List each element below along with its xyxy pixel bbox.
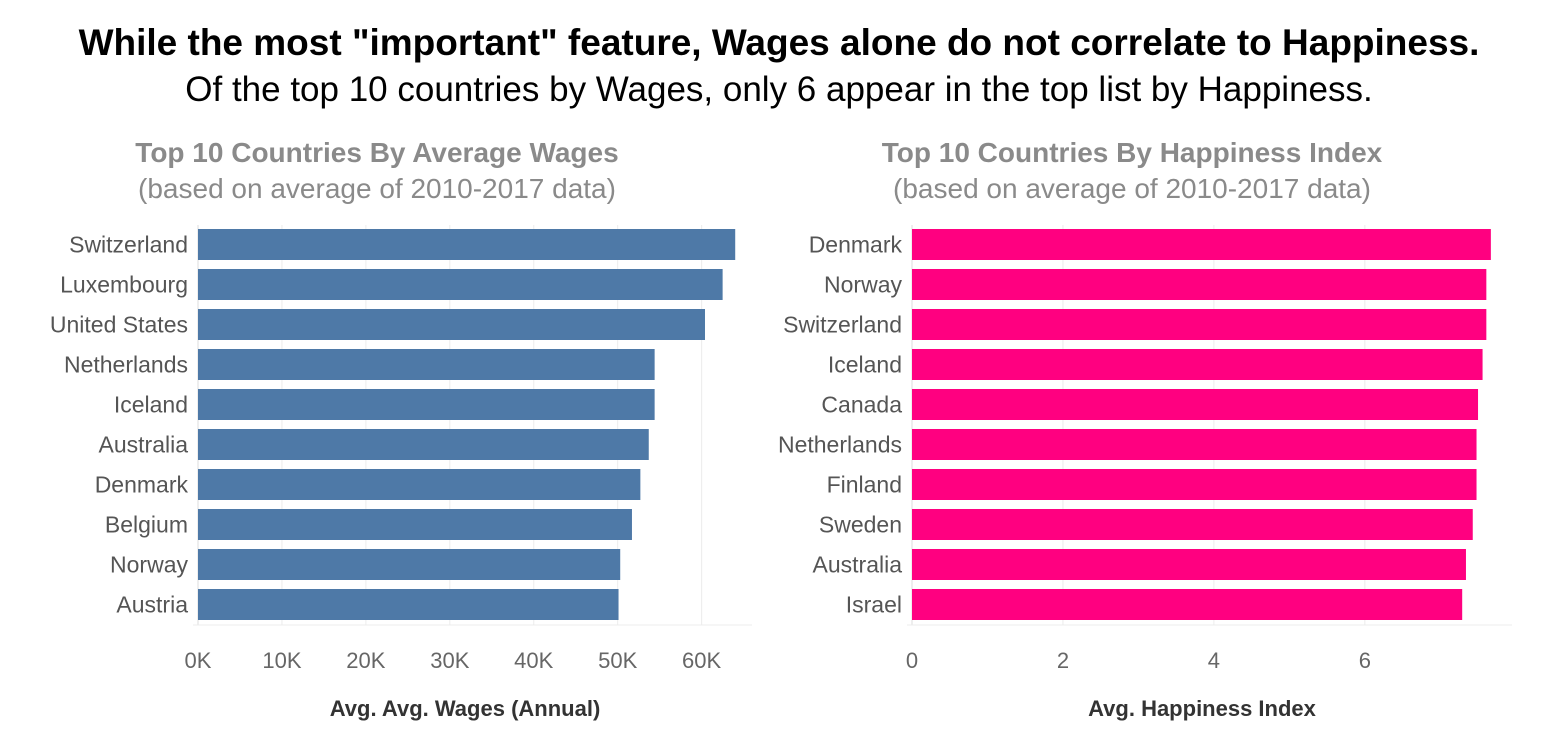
happiness-bar: [912, 309, 1487, 340]
happiness-bar: [912, 389, 1479, 420]
wages-category-label: Switzerland: [69, 232, 188, 258]
happiness-category-label: Switzerland: [783, 312, 902, 338]
wages-category-label: Australia: [99, 432, 189, 458]
wages-category-label: Iceland: [114, 392, 188, 418]
happiness-category-label: Netherlands: [779, 432, 902, 458]
happiness-bar: [912, 269, 1487, 300]
wages-category-label: Belgium: [105, 512, 188, 538]
wages-tick-label: 20K: [346, 648, 385, 673]
wages-tick-label: 40K: [514, 648, 553, 673]
wages-tick-label: 10K: [262, 648, 301, 673]
wages-x-axis-title: Avg. Avg. Wages (Annual): [330, 696, 601, 721]
happiness-bar: [912, 429, 1477, 460]
wages-bar: [198, 589, 619, 620]
headline-title: While the most "important" feature, Wage…: [78, 22, 1480, 63]
wages-chart-title: Top 10 Countries By Average Wages: [135, 137, 618, 168]
happiness-bar: [912, 229, 1491, 260]
happiness-category-label: Sweden: [819, 512, 902, 538]
wages-tick-label: 30K: [430, 648, 469, 673]
wages-bar: [198, 469, 641, 500]
happiness-chart-subtitle: (based on average of 2010-2017 data): [893, 173, 1371, 204]
happiness-category-label: Norway: [824, 272, 902, 298]
happiness-tick-label: 0: [906, 648, 918, 673]
happiness-tick-label: 6: [1359, 648, 1371, 673]
wages-category-label: United States: [50, 312, 188, 338]
happiness-chart-title: Top 10 Countries By Happiness Index: [882, 137, 1383, 168]
happiness-bar: [912, 549, 1466, 580]
wages-bar: [198, 229, 736, 260]
wages-bar: [198, 389, 655, 420]
wages-category-label: Norway: [110, 552, 188, 578]
wages-category-label: Luxembourg: [60, 272, 188, 298]
wages-chart-subtitle: (based on average of 2010-2017 data): [138, 173, 616, 204]
wages-tick-label: 60K: [682, 648, 721, 673]
happiness-category-label: Finland: [827, 472, 902, 498]
wages-category-label: Denmark: [95, 472, 189, 498]
happiness-category-label: Israel: [846, 592, 902, 618]
headline-subtitle: Of the top 10 countries by Wages, only 6…: [185, 70, 1373, 109]
wages-bar: [198, 349, 655, 380]
happiness-category-label: Australia: [813, 552, 903, 578]
happiness-bar-chart: Top 10 Countries By Happiness Index (base…: [779, 137, 1512, 721]
happiness-category-label: Denmark: [809, 232, 903, 258]
happiness-tick-label: 2: [1057, 648, 1069, 673]
wages-category-label: Netherlands: [64, 352, 188, 378]
happiness-x-axis-title: Avg. Happiness Index: [1088, 696, 1317, 721]
happiness-tick-label: 4: [1208, 648, 1220, 673]
happiness-bar: [912, 349, 1483, 380]
wages-bar: [198, 269, 723, 300]
happiness-bar: [912, 469, 1477, 500]
happiness-bar: [912, 509, 1473, 540]
happiness-bar: [912, 589, 1463, 620]
wages-bar: [198, 309, 705, 340]
happiness-category-label: Canada: [821, 392, 902, 418]
wages-tick-label: 50K: [598, 648, 637, 673]
wages-bar: [198, 429, 649, 460]
wages-bar-chart: Top 10 Countries By Average Wages (based …: [50, 137, 752, 721]
wages-tick-label: 0K: [185, 648, 212, 673]
wages-bar: [198, 549, 621, 580]
happiness-category-label: Iceland: [828, 352, 902, 378]
wages-category-label: Austria: [116, 592, 188, 618]
wages-bar: [198, 509, 632, 540]
